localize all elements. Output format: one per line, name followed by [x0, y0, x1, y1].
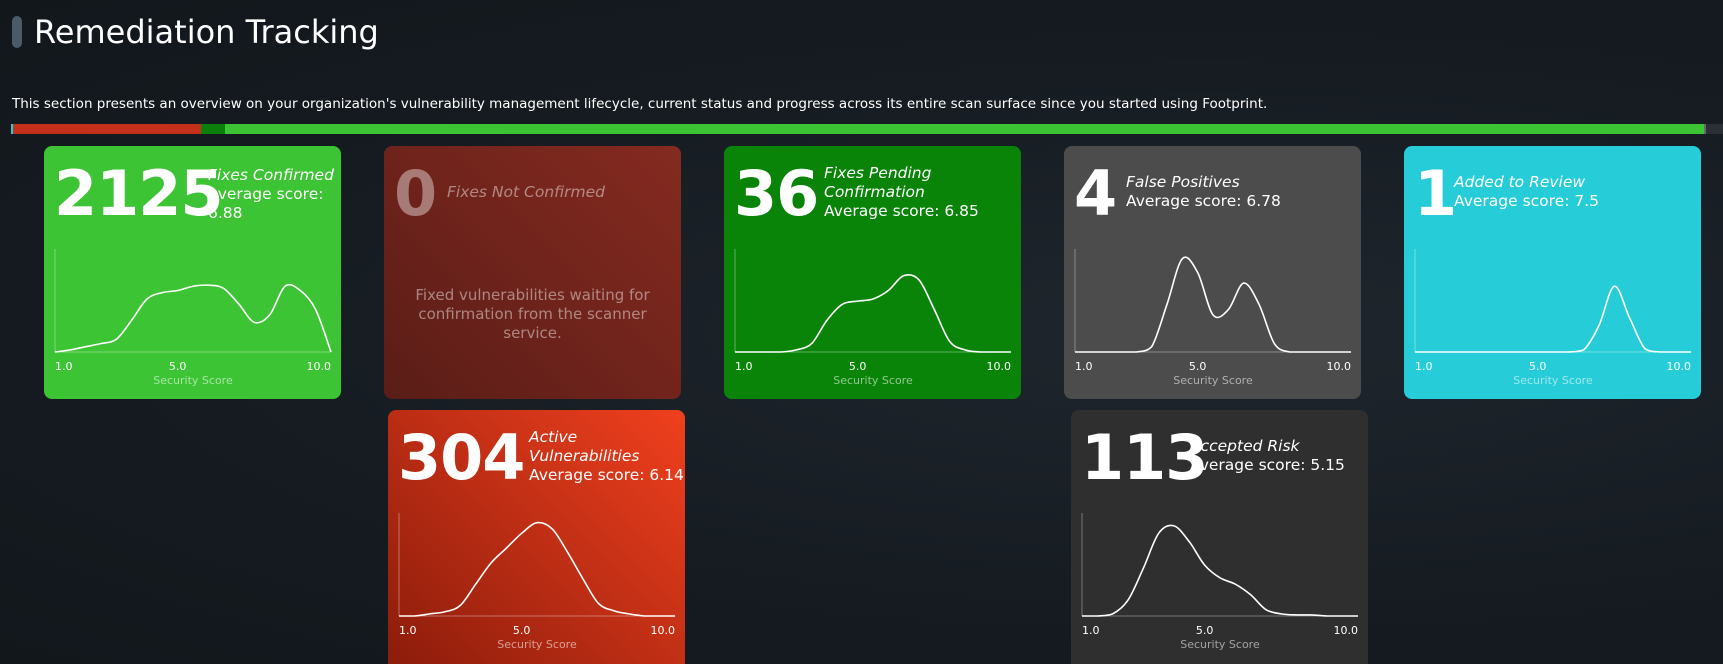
card-count: 4: [1074, 157, 1117, 230]
card-count: 2125: [54, 157, 224, 230]
score-distribution-chart: 1.0 5.0 10.0 Security Score: [1074, 249, 1352, 387]
x-tick-label: 10.0: [1327, 360, 1352, 373]
x-tick-label: 1.0: [735, 360, 753, 373]
card-false-positives[interactable]: 1.0 5.0 10.0 Security Score 4 False Positiv…: [1064, 146, 1361, 399]
score-distribution-chart: 1.0 5.0 10.0 Security Score: [398, 513, 676, 651]
score-distribution-chart: 1.0 5.0 10.0 Security Score: [1081, 513, 1359, 651]
card-count: 36: [734, 157, 819, 230]
x-axis-title: Security Score: [1513, 374, 1593, 387]
x-axis-title: Security Score: [497, 638, 577, 651]
card-label: Added to Review: [1454, 173, 1586, 191]
card-label: Fixes Confirmed: [208, 166, 334, 184]
x-tick-label: 5.0: [1189, 360, 1207, 373]
x-tick-label: 1.0: [1082, 624, 1100, 637]
score-density-line: [1415, 285, 1691, 353]
card-count: 1: [1414, 157, 1457, 230]
progress-segment-false-positive: [1704, 124, 1706, 134]
score-density-line: [54, 283, 332, 353]
card-active-vulnerabilities[interactable]: 1.0 5.0 10.0 Security Score 304 Active Vuln…: [388, 410, 685, 664]
card-count: 0: [394, 157, 437, 230]
x-tick-label: 5.0: [849, 360, 867, 373]
card-fixes-not-confirmed[interactable]: 0 Fixes Not Confirmed Fixed vulnerabilit…: [384, 146, 681, 399]
card-label: False Positives: [1126, 173, 1240, 191]
x-tick-label: 10.0: [651, 624, 676, 637]
score-density-line: [1075, 256, 1351, 353]
card-average-score: Average score: 6.14: [529, 466, 684, 484]
score-density-line: [1082, 524, 1358, 617]
card-count: 304: [398, 421, 525, 494]
card-fixes-confirmed[interactable]: 1.0 5.0 10.0 Security Score 2125 Fixes Conf…: [44, 146, 341, 399]
x-axis-title: Security Score: [833, 374, 913, 387]
section-description: This section presents an overview on you…: [12, 96, 1268, 112]
card-average-score: Average score: 6.78: [1126, 192, 1281, 210]
progress-segment-pending: [201, 124, 225, 134]
card-label: Fixes Not Confirmed: [447, 183, 606, 201]
progress-segment-review: [11, 124, 13, 134]
x-tick-label: 5.0: [169, 360, 187, 373]
card-average-score: Average score: 7.5: [1454, 192, 1600, 210]
x-axis-title: Security Score: [1180, 638, 1260, 651]
card-average-score: Average score: 5.15: [1190, 456, 1345, 474]
title-accent-bar: [12, 16, 22, 48]
card-label: Active Vulnerabilities: [529, 428, 640, 465]
progress-segment-confirmed: [224, 124, 1705, 134]
score-density-line: [399, 521, 675, 617]
progress-segment-active: [12, 124, 202, 134]
card-label: Fixes Pending Confirmation: [824, 164, 932, 201]
x-tick-label: 5.0: [513, 624, 531, 637]
x-tick-label: 1.0: [55, 360, 73, 373]
x-tick-label: 1.0: [399, 624, 417, 637]
card-empty-message: Fixed vulnerabilities waiting for confir…: [415, 286, 650, 342]
x-tick-label: 10.0: [1667, 360, 1692, 373]
x-tick-label: 1.0: [1075, 360, 1093, 373]
card-average-score: Average score: 6.85: [824, 202, 979, 220]
card-accepted-risk[interactable]: 1.0 5.0 10.0 Security Score 113 Accepted Ri…: [1071, 410, 1368, 664]
card-label: Accepted Risk: [1190, 437, 1300, 455]
x-tick-label: 10.0: [307, 360, 332, 373]
card-average-score: Average score: 6.88: [208, 185, 324, 222]
x-tick-label: 1.0: [1415, 360, 1433, 373]
x-tick-label: 10.0: [987, 360, 1012, 373]
x-tick-label: 5.0: [1529, 360, 1547, 373]
score-distribution-chart: 1.0 5.0 10.0 Security Score: [54, 249, 332, 387]
card-count: 113: [1081, 421, 1208, 494]
score-distribution-chart: 1.0 5.0 10.0 Security Score: [734, 249, 1012, 387]
status-progress-bar: [11, 124, 1723, 134]
score-density-line: [735, 273, 1011, 353]
x-axis-title: Security Score: [153, 374, 233, 387]
x-tick-label: 10.0: [1334, 624, 1359, 637]
page-title: Remediation Tracking: [34, 13, 379, 51]
x-tick-label: 5.0: [1196, 624, 1214, 637]
card-fixes-pending-confirmation[interactable]: 1.0 5.0 10.0 Security Score 36 Fixes Pendin…: [724, 146, 1021, 399]
score-distribution-chart: 1.0 5.0 10.0 Security Score: [1414, 249, 1692, 387]
card-added-to-review[interactable]: 1.0 5.0 10.0 Security Score 1 Added to Revi…: [1404, 146, 1701, 399]
x-axis-title: Security Score: [1173, 374, 1253, 387]
